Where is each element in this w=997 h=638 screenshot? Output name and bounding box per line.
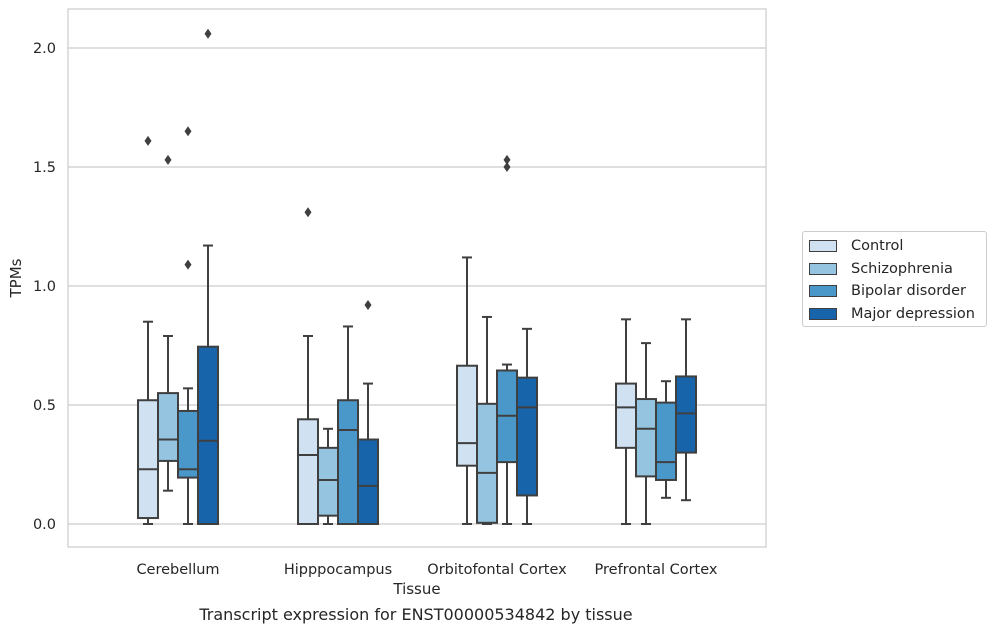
plot-frame: [67, 8, 767, 548]
outlier-point: [184, 126, 192, 137]
box-major-depression: [516, 327, 538, 525]
y-tick-label: 1.0: [33, 279, 56, 295]
legend: Control Schizophrenia Bipolar disorder Majo…: [802, 231, 987, 327]
box-body: [516, 376, 538, 497]
legend-swatch: [809, 262, 837, 275]
legend-item: Bipolar disorder: [809, 280, 980, 303]
box-body: [337, 399, 359, 525]
x-tick-label: Orbitofontal Cortex: [427, 562, 567, 578]
y-tick-label: 1.5: [33, 160, 56, 176]
outlier-point: [364, 300, 372, 311]
box-schizophrenia: [317, 427, 339, 525]
box-body: [197, 345, 219, 525]
y-axis-label: TPMs: [7, 258, 25, 298]
legend-swatch: [809, 285, 837, 298]
box-body: [456, 364, 478, 467]
box-bipolar-disorder: [655, 380, 677, 499]
outlier-point: [144, 135, 152, 146]
chart-caption: Transcript expression for ENST0000053484…: [199, 605, 633, 624]
box-body: [675, 375, 697, 454]
box-body: [317, 446, 339, 517]
box-body: [476, 402, 498, 524]
y-tick-label: 2.0: [33, 41, 56, 57]
y-tick-labels: 0.0 0.5 1.0 1.5 2.0: [33, 41, 56, 533]
box-control: [456, 256, 478, 525]
outlier-point: [204, 28, 212, 39]
outlier-point: [503, 162, 511, 172]
box-body: [615, 382, 637, 449]
box-body: [357, 438, 379, 526]
legend-item: Schizophrenia: [809, 258, 980, 281]
box-schizophrenia: [635, 342, 657, 525]
legend-item: Control: [809, 235, 980, 258]
x-tick-label: Hipppocampus: [284, 562, 392, 578]
outlier-point: [304, 207, 312, 218]
box-body: [157, 392, 179, 462]
box-major-depression: [357, 300, 379, 526]
box-bipolar-disorder: [177, 126, 199, 525]
legend-label: Schizophrenia: [851, 260, 953, 277]
x-tick-label: Prefrontal Cortex: [595, 562, 718, 578]
x-tick-label: Cerebellum: [136, 562, 219, 578]
box-control: [297, 207, 319, 525]
box-bipolar-disorder: [496, 154, 518, 525]
legend-label: Control: [851, 238, 904, 255]
box-body: [655, 401, 677, 481]
outlier-point: [164, 154, 172, 165]
legend-label: Major depression: [851, 305, 975, 322]
x-tick-labels: Cerebellum Hipppocampus Orbitofontal Corte…: [136, 562, 717, 578]
legend-item: Major depression: [809, 303, 980, 326]
box-control: [137, 135, 159, 525]
box-body: [297, 418, 319, 525]
box-body: [137, 399, 159, 520]
legend-label: Bipolar disorder: [851, 283, 966, 300]
outlier-point: [503, 154, 511, 165]
outlier-point: [184, 259, 192, 270]
box-schizophrenia: [476, 315, 498, 525]
y-tick-label: 0.5: [33, 398, 56, 414]
box-series: [137, 28, 697, 526]
box-schizophrenia: [157, 154, 179, 492]
box-control: [615, 318, 637, 525]
y-tick-label: 0.0: [33, 517, 56, 533]
box-body: [635, 398, 657, 478]
box-bipolar-disorder: [337, 325, 359, 525]
box-body: [177, 409, 199, 479]
x-axis-label: Tissue: [392, 580, 440, 598]
box-major-depression: [197, 28, 219, 525]
legend-swatch: [809, 307, 837, 320]
box-major-depression: [675, 318, 697, 502]
legend-swatch: [809, 240, 837, 253]
